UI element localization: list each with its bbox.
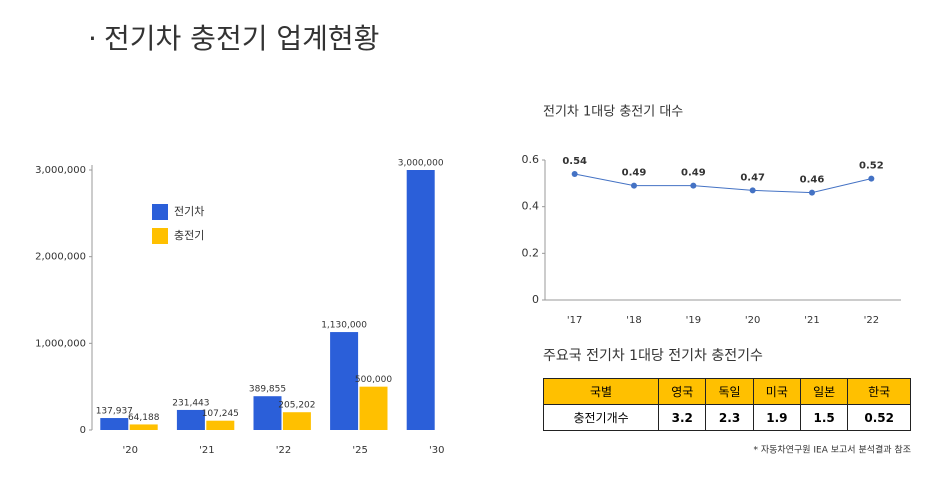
- table-row: 국별 영국 독일 미국 일본 한국: [542, 378, 911, 405]
- table-cell: 3.2: [658, 404, 707, 431]
- x-tick-label: '21: [804, 315, 819, 326]
- y-tick-label: 2,000,000: [35, 252, 86, 263]
- value-label: 0.47: [740, 172, 765, 183]
- x-tick-label: '20: [123, 445, 138, 456]
- legend-swatch: [152, 228, 168, 244]
- value-label: 389,855: [249, 385, 286, 395]
- table-title: 주요국 전기차 1대당 전기차 충전기수: [543, 348, 763, 364]
- legend-label: 전기차: [174, 205, 204, 218]
- point: [749, 187, 756, 194]
- value-label: 1,130,000: [321, 321, 367, 331]
- y-tick-label: 1,000,000: [35, 338, 86, 349]
- value-label: 107,245: [202, 409, 239, 419]
- line: [574, 173, 872, 194]
- x-tick-label: '19: [686, 315, 701, 326]
- table-row: 충전기개수 3.2 2.3 1.9 1.5 0.52: [542, 404, 911, 431]
- point: [868, 175, 875, 182]
- point: [690, 182, 697, 189]
- value-label: 0.52: [859, 161, 884, 172]
- table-cell: 미국: [752, 378, 802, 405]
- x-tick-label: '22: [276, 445, 291, 456]
- y-tick-label: 0.4: [522, 200, 540, 213]
- bar: [282, 412, 311, 430]
- value-label: 205,202: [278, 401, 315, 411]
- bar: [253, 396, 282, 430]
- bar: [129, 424, 158, 430]
- y-tick-label: 0.2: [522, 246, 540, 259]
- value-label: 137,937: [96, 407, 133, 417]
- value-label: 0.46: [800, 175, 825, 186]
- point: [571, 171, 578, 177]
- table-cell: 충전기개수: [542, 404, 660, 431]
- table-cell: 영국: [658, 378, 707, 405]
- bar: [406, 170, 435, 430]
- legend-swatch: [152, 204, 168, 220]
- value-label: 0.49: [681, 168, 706, 179]
- table-cell: 2.3: [705, 404, 754, 431]
- value-label: 64,188: [128, 413, 160, 423]
- value-label: 0.49: [622, 168, 647, 179]
- table-cell: 한국: [847, 378, 911, 405]
- legend-label: 충전기: [174, 229, 204, 242]
- x-tick-label: '25: [352, 445, 367, 456]
- table-cell: 독일: [705, 378, 754, 405]
- bar: [100, 418, 129, 430]
- value-label: 0.54: [562, 156, 587, 167]
- x-tick-label: '20: [745, 315, 760, 326]
- value-label: 3,000,000: [398, 159, 444, 169]
- line-chart-title: 전기차 1대당 충전기 대수: [543, 105, 683, 120]
- x-tick-label: '18: [626, 315, 641, 326]
- x-tick-label: '21: [199, 445, 214, 456]
- x-tick-label: '30: [429, 445, 444, 456]
- bar: [176, 409, 205, 430]
- y-tick-label: 0: [532, 293, 539, 306]
- bar: [359, 386, 388, 430]
- y-tick-label: 0.6: [522, 153, 540, 166]
- table-cell: 1.5: [799, 404, 849, 431]
- x-tick-label: '22: [864, 315, 879, 326]
- table-cell: 1.9: [752, 404, 802, 431]
- y-tick-label: 0: [80, 425, 86, 436]
- bar: [330, 332, 359, 430]
- bullet: ·: [88, 22, 97, 55]
- table-cell: 0.52: [847, 404, 911, 431]
- page-title: 전기차 충전기 업계현황: [104, 22, 379, 55]
- y-tick-label: 3,000,000: [35, 165, 86, 176]
- value-label: 231,443: [172, 398, 209, 408]
- table-cell: 국별: [542, 378, 660, 405]
- note: * 자동차연구원 IEA 보고서 분석결과 참조: [753, 444, 911, 456]
- table: 국별 영국 독일 미국 일본 한국 충전기개수 3.2 2.3 1.9 1.5 0.52: [542, 378, 911, 431]
- value-label: 500,000: [355, 375, 392, 385]
- bar: [206, 420, 235, 430]
- table-cell: 일본: [799, 378, 849, 405]
- point: [631, 182, 637, 189]
- point: [809, 189, 815, 196]
- x-tick-label: '17: [567, 315, 582, 326]
